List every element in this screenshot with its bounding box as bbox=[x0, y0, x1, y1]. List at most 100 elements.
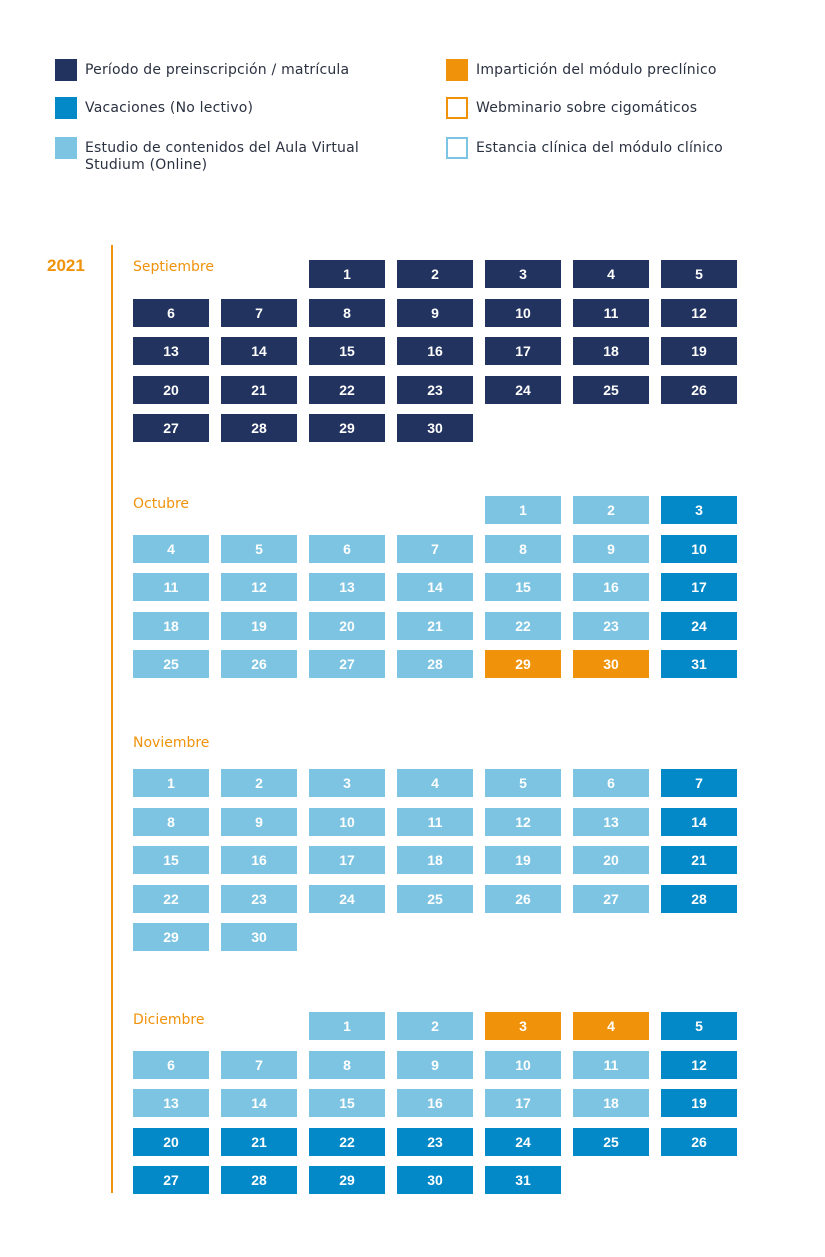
day-cell: 26 bbox=[661, 376, 737, 404]
day-cell: 16 bbox=[397, 337, 473, 365]
day-cell: 10 bbox=[661, 535, 737, 563]
day-cell: 23 bbox=[221, 885, 297, 913]
day-cell: 27 bbox=[573, 885, 649, 913]
day-cell: 17 bbox=[661, 573, 737, 601]
day-cell: 17 bbox=[485, 337, 561, 365]
day-cell: 24 bbox=[485, 376, 561, 404]
day-cell: 29 bbox=[309, 1166, 385, 1194]
day-cell: 21 bbox=[221, 376, 297, 404]
day-cell: 24 bbox=[309, 885, 385, 913]
day-cell: 20 bbox=[133, 376, 209, 404]
day-cell: 8 bbox=[133, 808, 209, 836]
day-cell: 30 bbox=[397, 414, 473, 442]
day-cell: 2 bbox=[221, 769, 297, 797]
day-cell: 21 bbox=[661, 846, 737, 874]
day-cell: 9 bbox=[397, 1051, 473, 1079]
day-cell: 11 bbox=[573, 1051, 649, 1079]
day-cell: 11 bbox=[573, 299, 649, 327]
legend-item-orange-outline: Webminario sobre cigomáticos bbox=[446, 97, 698, 119]
day-cell: 23 bbox=[573, 612, 649, 640]
day-cell: 10 bbox=[309, 808, 385, 836]
day-cell: 22 bbox=[309, 1128, 385, 1156]
day-cell: 14 bbox=[661, 808, 737, 836]
day-cell: 29 bbox=[309, 414, 385, 442]
day-cell: 13 bbox=[309, 573, 385, 601]
day-cell: 15 bbox=[309, 1089, 385, 1117]
legend-item-orange: Impartición del módulo preclínico bbox=[446, 59, 717, 81]
day-cell: 2 bbox=[397, 260, 473, 288]
month-name-octubre: Octubre bbox=[133, 496, 190, 512]
day-cell: 5 bbox=[661, 260, 737, 288]
day-cell: 31 bbox=[485, 1166, 561, 1194]
day-cell: 5 bbox=[221, 535, 297, 563]
day-cell: 14 bbox=[221, 1089, 297, 1117]
day-cell: 28 bbox=[221, 414, 297, 442]
day-cell: 1 bbox=[133, 769, 209, 797]
day-cell: 27 bbox=[133, 1166, 209, 1194]
day-cell: 1 bbox=[309, 1012, 385, 1040]
day-cell: 13 bbox=[133, 1089, 209, 1117]
day-cell: 29 bbox=[485, 650, 561, 678]
day-cell: 2 bbox=[397, 1012, 473, 1040]
day-cell: 14 bbox=[221, 337, 297, 365]
legend-item-blue: Vacaciones (No lectivo) bbox=[55, 97, 253, 119]
day-cell: 25 bbox=[397, 885, 473, 913]
day-cell: 20 bbox=[309, 612, 385, 640]
day-cell: 22 bbox=[309, 376, 385, 404]
timeline-line bbox=[111, 245, 113, 1193]
day-cell: 16 bbox=[573, 573, 649, 601]
day-cell: 12 bbox=[485, 808, 561, 836]
day-cell: 27 bbox=[133, 414, 209, 442]
month-name-diciembre: Diciembre bbox=[133, 1012, 205, 1028]
day-cell: 6 bbox=[573, 769, 649, 797]
day-cell: 12 bbox=[661, 299, 737, 327]
day-cell: 12 bbox=[221, 573, 297, 601]
day-cell: 9 bbox=[397, 299, 473, 327]
legend-item-dark: Período de preinscripción / matrícula bbox=[55, 59, 349, 81]
day-cell: 5 bbox=[485, 769, 561, 797]
day-cell: 25 bbox=[133, 650, 209, 678]
legend-label: Webminario sobre cigomáticos bbox=[476, 100, 698, 116]
day-cell: 25 bbox=[573, 1128, 649, 1156]
day-cell: 15 bbox=[309, 337, 385, 365]
day-cell: 13 bbox=[573, 808, 649, 836]
legend-label: Estancia clínica del módulo clínico bbox=[476, 140, 723, 156]
day-cell: 10 bbox=[485, 299, 561, 327]
day-cell: 26 bbox=[661, 1128, 737, 1156]
day-cell: 26 bbox=[221, 650, 297, 678]
day-cell: 17 bbox=[309, 846, 385, 874]
day-cell: 7 bbox=[397, 535, 473, 563]
month-name-noviembre: Noviembre bbox=[133, 735, 210, 751]
day-cell: 2 bbox=[573, 496, 649, 524]
day-cell: 31 bbox=[661, 650, 737, 678]
day-cell: 19 bbox=[661, 1089, 737, 1117]
day-cell: 1 bbox=[309, 260, 385, 288]
day-cell: 6 bbox=[133, 299, 209, 327]
day-cell: 25 bbox=[573, 376, 649, 404]
day-cell: 18 bbox=[573, 1089, 649, 1117]
day-cell: 19 bbox=[661, 337, 737, 365]
day-cell: 6 bbox=[133, 1051, 209, 1079]
day-cell: 30 bbox=[573, 650, 649, 678]
day-cell: 19 bbox=[485, 846, 561, 874]
legend-item-light-outline: Estancia clínica del módulo clínico bbox=[446, 137, 723, 159]
day-cell: 8 bbox=[309, 299, 385, 327]
day-cell: 13 bbox=[133, 337, 209, 365]
day-cell: 20 bbox=[573, 846, 649, 874]
legend-label: Impartición del módulo preclínico bbox=[476, 62, 717, 78]
legend-label: Estudio de contenidos del Aula Virtual S… bbox=[85, 140, 359, 173]
day-cell: 4 bbox=[133, 535, 209, 563]
day-cell: 24 bbox=[485, 1128, 561, 1156]
day-cell: 3 bbox=[661, 496, 737, 524]
day-cell: 30 bbox=[221, 923, 297, 951]
day-cell: 7 bbox=[221, 299, 297, 327]
day-cell: 11 bbox=[133, 573, 209, 601]
day-cell: 26 bbox=[485, 885, 561, 913]
day-cell: 24 bbox=[661, 612, 737, 640]
day-cell: 30 bbox=[397, 1166, 473, 1194]
day-cell: 10 bbox=[485, 1051, 561, 1079]
day-cell: 21 bbox=[397, 612, 473, 640]
day-cell: 15 bbox=[133, 846, 209, 874]
day-cell: 9 bbox=[573, 535, 649, 563]
legend-swatch bbox=[446, 59, 468, 81]
